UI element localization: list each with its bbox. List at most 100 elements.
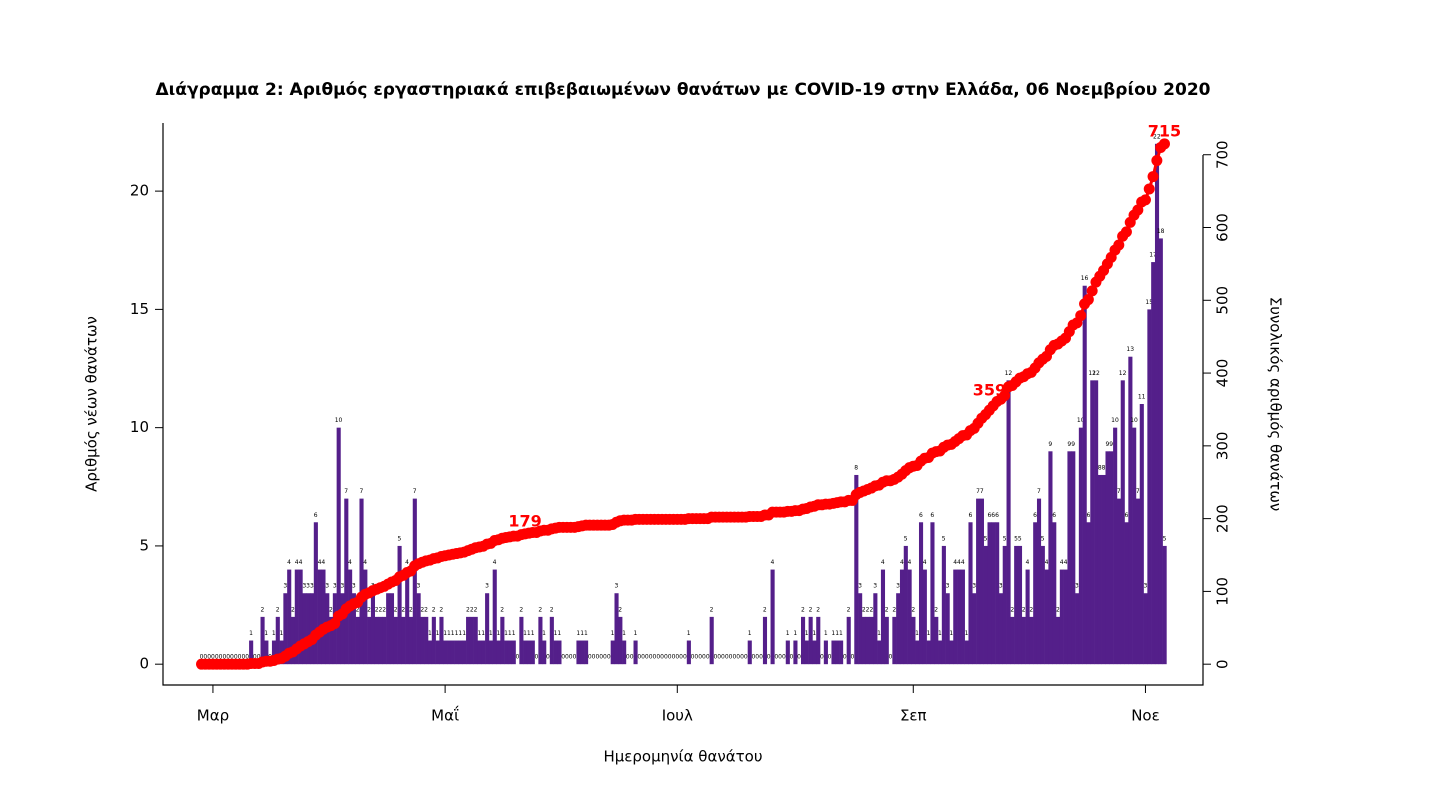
cumulative-point [1075, 310, 1087, 322]
bar [382, 616, 387, 665]
bar-value-label: 2 [763, 606, 767, 613]
bar-value-label: 5 [1041, 535, 1045, 542]
bar [877, 640, 882, 665]
bar-value-label: 4 [900, 559, 904, 566]
bar [355, 616, 360, 665]
bar [614, 593, 619, 665]
bar [313, 522, 318, 665]
bar-value-label: 0 [759, 654, 763, 661]
bar [964, 640, 969, 665]
bar-value-label: 0 [219, 654, 223, 661]
bar [957, 569, 962, 665]
bar [504, 640, 509, 665]
bar [462, 640, 467, 665]
bar-value-label: 0 [683, 654, 687, 661]
bar [351, 593, 356, 665]
bar [941, 545, 946, 665]
bar [458, 640, 463, 665]
bar-value-label: 1 [447, 630, 451, 637]
bar-value-label: 10 [1130, 417, 1138, 424]
bar-value-label: 1 [687, 630, 691, 637]
bar [880, 569, 886, 665]
bar-value-label: 2 [862, 606, 866, 613]
bar-value-label: 4 [881, 559, 885, 566]
bar-value-label: 6 [1086, 512, 1090, 519]
bar-value-label: 0 [694, 654, 698, 661]
bar-value-label: 3 [485, 583, 489, 590]
bar-value-label: 0 [592, 654, 596, 661]
bar [466, 616, 471, 665]
bar-value-label: 1 [949, 630, 953, 637]
bar [823, 640, 828, 665]
bar-value-label: 1 [634, 630, 638, 637]
bar [260, 616, 265, 665]
bar-value-label: 8 [1102, 464, 1106, 471]
y2-tick-label: 100 [1214, 577, 1232, 606]
bar [846, 616, 851, 665]
bar-value-label: 0 [653, 654, 657, 661]
bar-value-label: 6 [991, 512, 995, 519]
bar [972, 593, 977, 665]
bar [542, 640, 547, 665]
bar [960, 569, 965, 665]
bar-value-label: 9 [1048, 441, 1052, 448]
bar-value-label: 7 [1117, 488, 1121, 495]
bar-value-label: 0 [230, 654, 234, 661]
bar [511, 640, 516, 665]
bar-value-label: 3 [283, 583, 287, 590]
bar-value-label: 2 [885, 606, 889, 613]
bar-value-label: 1 [831, 630, 835, 637]
bar-value-label: 0 [736, 654, 740, 661]
bar-value-label: 0 [850, 654, 854, 661]
bar [249, 640, 254, 665]
bar [949, 640, 954, 665]
bar-value-label: 2 [710, 606, 714, 613]
bar-value-label: 0 [744, 654, 748, 661]
bar [530, 640, 535, 665]
bar [401, 616, 406, 665]
bar [1067, 451, 1072, 665]
bar-value-label: 0 [668, 654, 672, 661]
bar-value-label: 4 [1060, 559, 1064, 566]
bar-value-label: 4 [287, 559, 291, 566]
y2-tick-label: 600 [1214, 213, 1232, 242]
bar [610, 640, 615, 665]
bar-value-label: 3 [310, 583, 314, 590]
bar-value-label: 1 [805, 630, 809, 637]
bar [420, 616, 425, 665]
bar-value-label: 6 [314, 512, 318, 519]
bar-value-label: 2 [618, 606, 622, 613]
bar-value-label: 0 [797, 654, 801, 661]
bar [1151, 262, 1156, 665]
bar-value-label: 0 [698, 654, 702, 661]
bar [393, 616, 398, 665]
bar [1135, 498, 1141, 665]
bar [1109, 451, 1114, 665]
bar [1132, 427, 1137, 665]
bar-value-label: 0 [641, 654, 645, 661]
bar [762, 616, 768, 665]
bar-value-label: 0 [607, 654, 611, 661]
bar-value-label: 7 [1037, 488, 1041, 495]
bar-value-label: 2 [1022, 606, 1026, 613]
bar-value-label: 0 [561, 654, 565, 661]
bar-value-label: 8 [1098, 464, 1102, 471]
bar [747, 640, 752, 665]
bar-value-label: 0 [234, 654, 238, 661]
bar [1124, 522, 1129, 665]
bar-value-label: 2 [420, 606, 424, 613]
bar-value-label: 2 [329, 606, 333, 613]
bar-value-label: 2 [866, 606, 870, 613]
bar-value-label: 0 [782, 654, 786, 661]
bar-value-label: 2 [801, 606, 805, 613]
bar-value-label: 0 [740, 654, 744, 661]
bar-value-label: 4 [1026, 559, 1030, 566]
bar-value-label: 22 [1153, 133, 1161, 140]
bar-value-label: 4 [957, 559, 961, 566]
bar-value-label: 6 [1033, 512, 1037, 519]
cumulative-point [1151, 155, 1163, 167]
bar [481, 640, 486, 665]
bar-value-label: 2 [375, 606, 379, 613]
bar [930, 522, 935, 665]
